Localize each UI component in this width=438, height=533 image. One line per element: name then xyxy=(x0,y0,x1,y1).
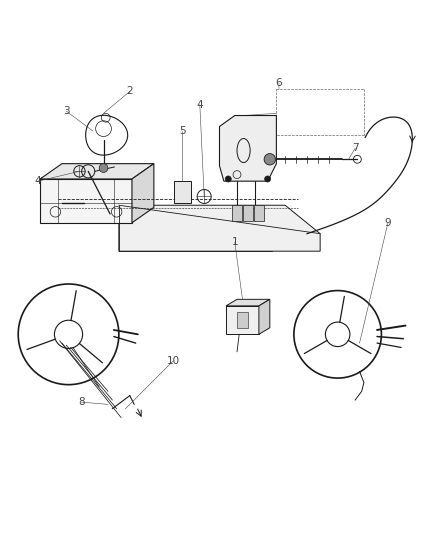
Text: 5: 5 xyxy=(179,126,185,136)
Polygon shape xyxy=(119,205,319,251)
Polygon shape xyxy=(40,179,132,223)
Polygon shape xyxy=(219,116,276,181)
Polygon shape xyxy=(40,164,153,179)
Text: 2: 2 xyxy=(126,86,133,96)
Circle shape xyxy=(225,176,231,182)
Polygon shape xyxy=(226,300,269,306)
Polygon shape xyxy=(242,205,253,221)
Circle shape xyxy=(99,164,108,172)
Polygon shape xyxy=(173,181,191,203)
Text: 8: 8 xyxy=(78,397,85,407)
Polygon shape xyxy=(231,205,242,221)
Text: 10: 10 xyxy=(166,356,180,366)
Text: 4: 4 xyxy=(196,100,203,110)
Text: 1: 1 xyxy=(231,237,237,247)
Polygon shape xyxy=(132,164,153,223)
Polygon shape xyxy=(258,300,269,334)
Text: 9: 9 xyxy=(384,218,390,228)
Polygon shape xyxy=(253,205,264,221)
Circle shape xyxy=(264,176,270,182)
Text: 6: 6 xyxy=(275,78,281,88)
Polygon shape xyxy=(237,312,247,328)
Text: 4: 4 xyxy=(35,176,41,186)
Text: 7: 7 xyxy=(351,143,358,154)
Polygon shape xyxy=(226,306,258,334)
Circle shape xyxy=(264,154,275,165)
Text: 3: 3 xyxy=(63,106,70,116)
